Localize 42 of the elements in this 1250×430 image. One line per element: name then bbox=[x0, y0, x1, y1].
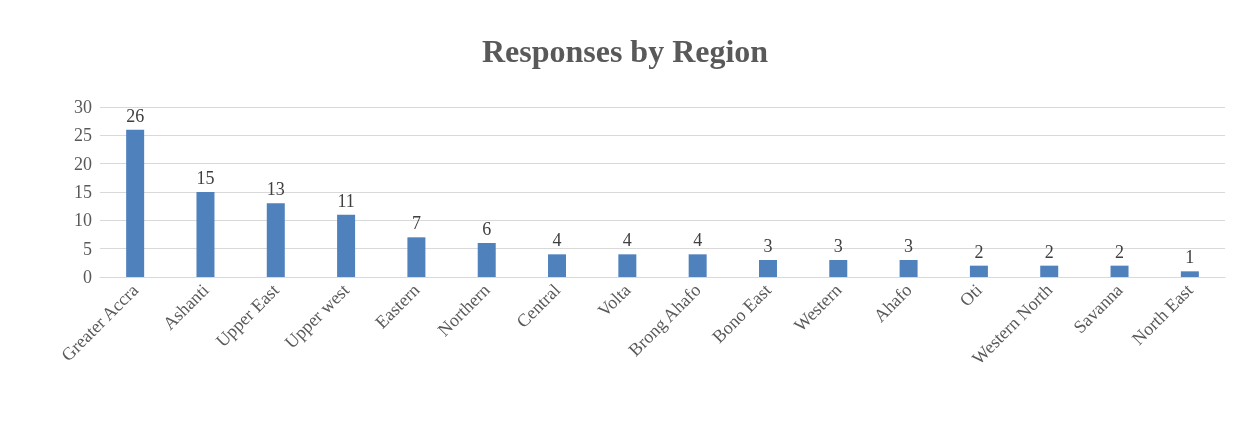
bar bbox=[548, 254, 567, 277]
bar bbox=[337, 214, 356, 277]
bar bbox=[407, 237, 426, 277]
data-label: 2 bbox=[1044, 241, 1054, 262]
data-label: 3 bbox=[833, 236, 843, 256]
bar bbox=[688, 254, 707, 277]
x-tick-label: Volta bbox=[593, 279, 635, 321]
data-label: 2 bbox=[1115, 241, 1125, 262]
data-label: 3 bbox=[763, 236, 773, 256]
bar bbox=[266, 203, 285, 277]
y-tick-label: 15 bbox=[74, 182, 92, 202]
chart-title: Responses by Region bbox=[481, 33, 769, 69]
data-label: 7 bbox=[411, 213, 421, 234]
bar bbox=[126, 129, 145, 277]
data-label: 3 bbox=[904, 236, 914, 256]
y-tick-label: 5 bbox=[83, 238, 92, 259]
bar bbox=[618, 254, 637, 277]
bar bbox=[1040, 265, 1059, 277]
bar bbox=[477, 243, 496, 277]
bar bbox=[196, 192, 215, 277]
y-tick-label: 25 bbox=[74, 125, 92, 146]
data-label: 4 bbox=[622, 230, 632, 251]
data-label: 26 bbox=[126, 105, 145, 126]
data-label: 4 bbox=[552, 230, 562, 251]
bar bbox=[829, 260, 848, 277]
x-tick-label: Oti bbox=[955, 279, 986, 311]
data-label: 15 bbox=[196, 168, 215, 188]
bar bbox=[1180, 271, 1199, 277]
y-tick-label: 10 bbox=[74, 210, 92, 231]
data-label: 2 bbox=[974, 241, 984, 262]
bar bbox=[899, 260, 918, 277]
data-label: 4 bbox=[693, 230, 703, 251]
y-tick-label: 30 bbox=[74, 97, 92, 117]
y-tick-label: 20 bbox=[74, 153, 92, 174]
bar bbox=[758, 260, 777, 277]
data-label: 1 bbox=[1185, 247, 1195, 268]
y-tick-label: 0 bbox=[83, 267, 92, 287]
data-label: 11 bbox=[337, 190, 355, 211]
data-label: 13 bbox=[266, 179, 285, 200]
bar bbox=[969, 265, 988, 277]
data-label: 6 bbox=[482, 219, 492, 239]
bar bbox=[1110, 265, 1129, 277]
